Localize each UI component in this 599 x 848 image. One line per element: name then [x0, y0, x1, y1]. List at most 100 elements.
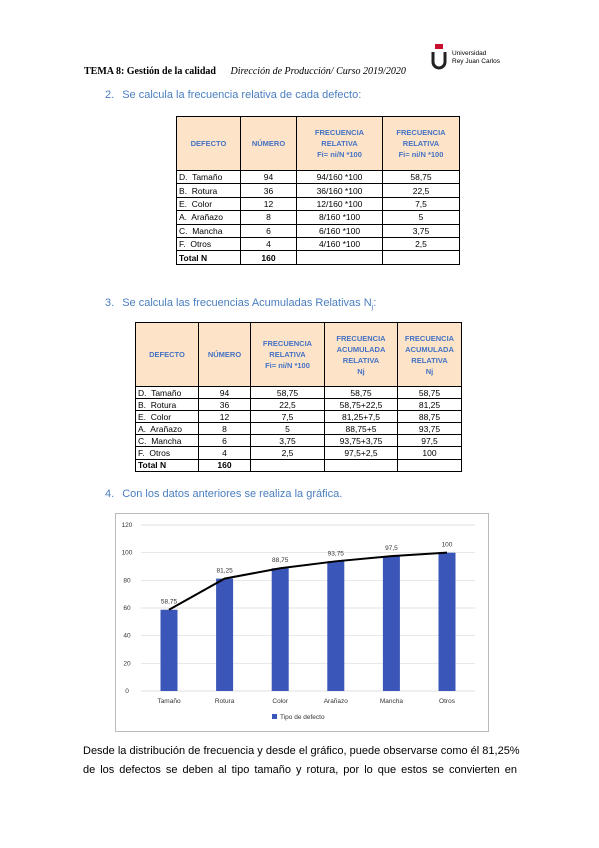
step-text: Se calcula las frecuencias Acumuladas Re…	[122, 297, 372, 309]
header-line: NÚMERO	[207, 350, 242, 359]
header-title: TEMA 8:	[84, 66, 125, 77]
header-cell: NÚMERO	[198, 322, 251, 387]
table: DEFECTO NÚMERO FRECUENCIA RELATIVA Fi= ni/N …	[135, 322, 462, 472]
header-line: FRECUENCIA	[336, 333, 386, 343]
header-line: RELATIVA	[342, 355, 380, 365]
cell: 58,75	[324, 385, 398, 400]
bar	[327, 561, 345, 691]
cell: B. Rotura	[176, 183, 241, 198]
cell: 6	[198, 434, 251, 448]
cell: 94/160 *100	[296, 169, 383, 185]
data-label: 100	[442, 542, 453, 549]
step-number: 3.	[105, 297, 115, 309]
cell: 12	[198, 410, 251, 424]
header-line: FRECUENCIA	[262, 339, 313, 348]
data-label: 88,75	[272, 557, 289, 564]
step-number: 4.	[105, 488, 115, 500]
x-tick-label: Color	[272, 698, 288, 705]
header-line: DEFECTO	[149, 350, 185, 359]
cell: 93,75+3,75	[324, 434, 398, 448]
logo-line: Universidad	[452, 50, 487, 57]
logo: Universidad Rey Juan Carlos	[430, 42, 500, 77]
step-number: 2.	[105, 89, 115, 101]
header-line: ACUMULADA	[405, 344, 454, 354]
cell: 88,75	[397, 410, 462, 424]
chart-frame	[115, 513, 489, 732]
cell: 58,75	[397, 385, 462, 400]
header-cell: NÚMERO	[240, 116, 297, 171]
bar	[382, 556, 400, 691]
cell: D. Tamaño	[135, 385, 199, 400]
cell: Total N	[176, 250, 241, 265]
data-label: 93,75	[328, 550, 345, 557]
cell: 58,75	[250, 385, 325, 400]
cell	[397, 458, 462, 472]
y-tick-label: 80	[123, 577, 131, 584]
cell: 8	[240, 210, 297, 225]
data-label: 81,25	[216, 568, 233, 575]
header-cell: FRECUENCIA ACUMULADA RELATIVA Nj	[324, 322, 398, 387]
row: E. Color 12 12/160 *100 7,5	[176, 196, 460, 212]
bar	[216, 578, 234, 691]
line	[168, 551, 448, 611]
row: C. Mancha 6 6/160 *100 3,75	[176, 223, 460, 238]
x-tick-label: Tamaño	[157, 698, 181, 705]
cell: 81,25+7,5	[324, 410, 398, 424]
data-label: 97,5	[385, 545, 398, 552]
cell: 58,75	[382, 169, 460, 185]
cell: 4	[240, 236, 297, 252]
step-subscript: j	[371, 304, 374, 312]
legend-label: Tipo de defecto	[280, 714, 325, 721]
header-line: Fi= ni/N *100	[265, 361, 310, 370]
x-tick-label: Rotura	[215, 698, 235, 705]
cell: 58,75+22,5	[324, 398, 398, 412]
header-cell: FRECUENCIA ACUMULADA RELATIVA Nj	[397, 322, 462, 387]
cell: 81,25	[397, 398, 462, 412]
logo-line: Rey Juan Carlos	[452, 58, 501, 65]
cell: E. Color	[135, 410, 199, 424]
header-line: RELATIVA	[269, 350, 306, 359]
cell: 12/160 *100	[296, 196, 383, 212]
header-line: Fi= ni/N *100	[317, 150, 362, 159]
cell: C. Mancha	[176, 223, 241, 238]
row: E. Color 12 7,5 81,25+7,5 88,75	[135, 410, 462, 424]
header-cell: DEFECTO	[176, 116, 241, 171]
cell: 97,5+2,5	[324, 446, 398, 460]
y-tick-label: 120	[122, 522, 133, 529]
header-line: Fi= ni/N *100	[398, 150, 444, 159]
cell: 36	[240, 183, 297, 198]
header-row: DEFECTO NÚMERO FRECUENCIA RELATIVA Fi= ni/N …	[135, 322, 462, 387]
cell: 160	[198, 458, 251, 472]
cell: Total N	[135, 458, 199, 472]
legend-swatch	[272, 714, 277, 719]
header: TEMA 8: Gestión de la calidad Dirección …	[84, 66, 406, 77]
header-line: Nj	[425, 366, 434, 376]
header-subject: Gestión de la calidad	[126, 66, 216, 77]
y-tick-label: 60	[123, 605, 131, 612]
y-tick-label: 20	[123, 660, 131, 667]
data-label: 58,75	[161, 599, 178, 606]
header-cell: FRECUENCIA RELATIVA Fi= ni/N *100	[382, 116, 460, 171]
step: 4. Con los datos anteriores se realiza la…	[105, 488, 342, 500]
cell: 97,5	[397, 434, 462, 448]
bar	[160, 609, 178, 691]
cell: 5	[382, 210, 460, 225]
cell: E. Color	[176, 196, 241, 212]
step-text: Con los datos anteriores se realiza la g…	[122, 488, 343, 500]
cell: 4	[198, 446, 251, 460]
row: B. Rotura 36 36/160 *100 22,5	[176, 183, 460, 198]
step-text: :	[373, 297, 377, 309]
paragraph-line: de los defectos se deben al tipo tamaño …	[83, 764, 517, 776]
header-line: FRECUENCIA	[396, 128, 446, 137]
cell: 94	[240, 169, 297, 185]
cell: 5	[250, 422, 325, 436]
cell	[296, 250, 383, 265]
logo-icon	[431, 44, 447, 70]
header-line: FRECUENCIA	[404, 333, 455, 343]
step-text: Se calcula la frecuencia relativa de cad…	[122, 89, 362, 101]
chart: 0 20 40 60 80 100 120 Tamaño 58,75 Rotura 81,25 Col…	[115, 513, 489, 737]
row: B. Rotura 36 22,5 58,75+22,5 81,25	[135, 398, 462, 412]
header-line: NÚMERO	[251, 139, 286, 148]
cell	[324, 458, 398, 472]
